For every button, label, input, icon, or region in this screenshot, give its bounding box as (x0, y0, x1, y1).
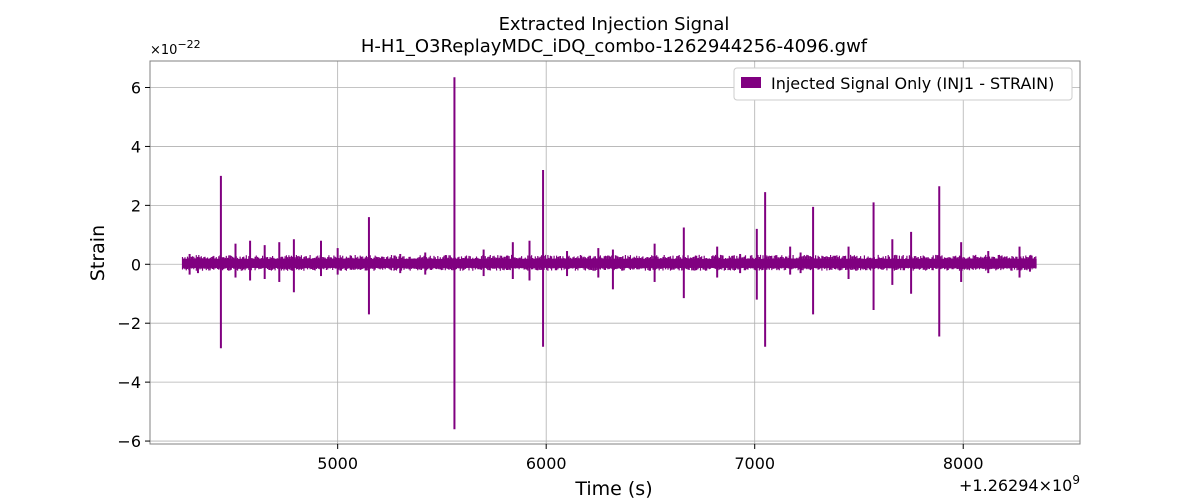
y-tick-label: −4 (117, 373, 141, 392)
y-tick-label: −2 (117, 314, 141, 333)
signal-noise-trace (181, 254, 1037, 271)
plot-background (150, 61, 1080, 444)
legend-label: Injected Signal Only (INJ1 - STRAIN) (771, 74, 1054, 93)
x-tick-label: 7000 (734, 454, 775, 473)
y-tick-label: −6 (117, 432, 141, 451)
x-tick-label: 5000 (317, 454, 358, 473)
chart-subtitle: H-H1_O3ReplayMDC_iDQ_combo-1262944256-40… (361, 36, 868, 57)
y-tick-label: 0 (131, 255, 141, 274)
chart-title: Extracted Injection Signal (499, 14, 730, 35)
x-tick-label: 6000 (526, 454, 567, 473)
legend-frame (733, 67, 1073, 101)
y-tick-label: 2 (131, 196, 141, 215)
legend-swatch (741, 77, 761, 88)
y-scale-label: ×10−22 (150, 38, 201, 58)
x-tick-label: 8000 (943, 454, 984, 473)
y-axis-ticks: −6 −4 −2 0 2 4 6 (117, 79, 150, 451)
y-tick-label: 4 (131, 137, 141, 156)
grid-lines (150, 61, 1080, 444)
plot-frame (149, 60, 1081, 445)
plot-area (149, 60, 1081, 445)
legend: Injected Signal Only (INJ1 - STRAIN) (733, 67, 1073, 101)
x-axis-label: Time (s) (574, 478, 652, 500)
x-offset-label: +1.26294×109 (959, 473, 1080, 495)
y-tick-label: 6 (131, 79, 141, 98)
y-axis-label: Strain (87, 225, 109, 281)
data-marks (181, 77, 1037, 430)
x-axis-ticks: 5000 6000 7000 8000 (317, 444, 984, 473)
